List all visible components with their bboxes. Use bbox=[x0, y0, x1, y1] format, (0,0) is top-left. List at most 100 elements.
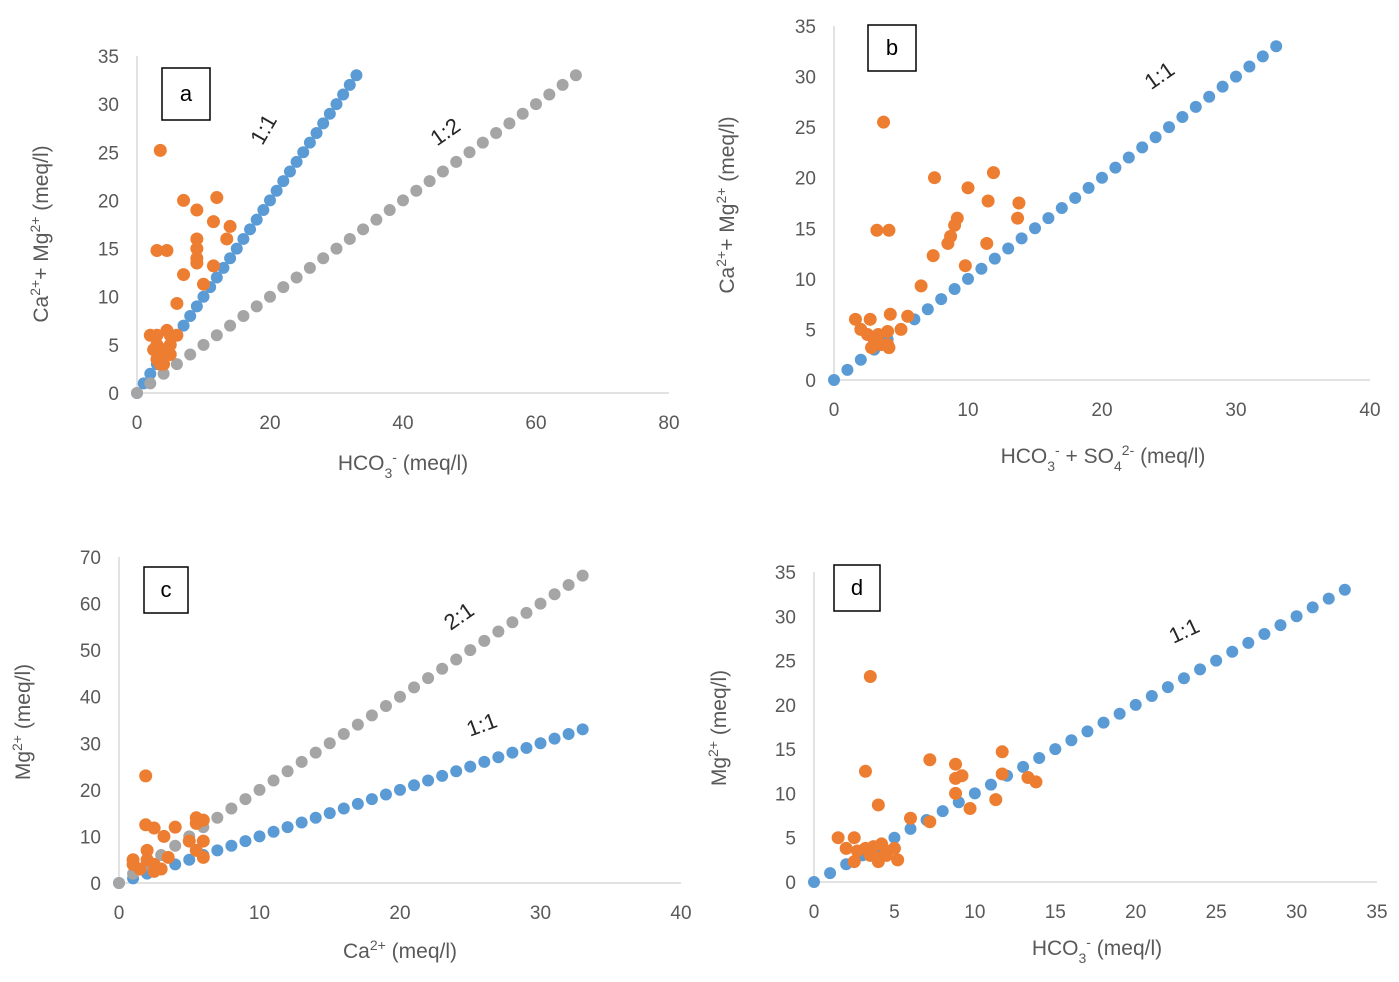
panel-d-ratio-1to1-point bbox=[808, 876, 820, 888]
panel-a-ratio-1to1-point bbox=[297, 146, 310, 159]
panel-a-letter: a bbox=[180, 81, 193, 106]
panel-c-ratio-1to1-point bbox=[323, 807, 336, 820]
panel-d-sample-point bbox=[839, 841, 853, 855]
panel-a-ratio-1to2-point bbox=[370, 213, 383, 226]
panel-c-y-tick-label: 60 bbox=[80, 595, 101, 616]
panel-a-y-tick-label: 25 bbox=[98, 143, 119, 164]
panel-b-ratio-1to1-point bbox=[1149, 131, 1162, 144]
panel-a-y-tick-label: 5 bbox=[108, 336, 119, 357]
panel-b-x-tick-label: 30 bbox=[1225, 400, 1246, 421]
panel-b-ratio-1to1-point bbox=[921, 303, 934, 316]
panel-d-letter: d bbox=[851, 575, 863, 600]
panel-a-ratio-1to1-point bbox=[144, 367, 157, 380]
panel-b-sample-point bbox=[981, 194, 995, 208]
panel-a-ratio-1to2-point bbox=[317, 252, 330, 265]
panel-c-ratio-1to1-point bbox=[183, 853, 196, 866]
panel-b-ratio-1to1-point bbox=[1189, 100, 1202, 113]
panel-d-y-tick-label: 0 bbox=[785, 873, 796, 894]
panel-a-ratio-1to2-point bbox=[543, 88, 556, 101]
panel-b-ratio-1to1-point bbox=[854, 353, 867, 366]
panel-c-y-tick-label: 40 bbox=[80, 688, 101, 709]
panel-d-ratio-1to1-point bbox=[1274, 619, 1287, 632]
panel-c-ratio-1to1-point bbox=[492, 751, 505, 764]
panel-a-y-tick-label: 35 bbox=[98, 47, 119, 68]
panel-b-y-tick-label: 0 bbox=[805, 371, 816, 392]
panel-d-y-tick-label: 15 bbox=[775, 740, 796, 761]
panel-c-ratio-2to1-point bbox=[394, 690, 406, 703]
panel-a-ratio-1to1-point bbox=[290, 155, 303, 168]
panel-b-y-axis-title: Ca2++ Mg2+ (meq/l) bbox=[713, 116, 739, 293]
panel-d-x-tick-label: 30 bbox=[1286, 902, 1307, 923]
panel-d-x-tick-label: 10 bbox=[964, 902, 985, 923]
panel-c-ratio-2to1-point bbox=[351, 718, 364, 731]
panel-c-ratio-2to1-point bbox=[422, 672, 435, 685]
panel-b-ratio-1to1-point bbox=[1163, 121, 1175, 134]
panel-c-ratio-1to1-point bbox=[309, 811, 322, 824]
panel-a-sample-point bbox=[177, 193, 191, 207]
panel-a-ratio-1to2-point bbox=[569, 69, 582, 82]
panel-c-x-axis-title: Ca2+ (meq/l) bbox=[343, 937, 457, 963]
panel-c-ratio-2to1-point bbox=[113, 877, 125, 889]
panel-a-sample-point bbox=[190, 242, 204, 256]
panel-a-ratio-1to2-point bbox=[423, 175, 436, 188]
panel-b-y-tick-label: 5 bbox=[805, 320, 816, 341]
panel-a-sample-point bbox=[170, 328, 184, 342]
panel-a-ratio-1to1-point bbox=[257, 204, 270, 217]
panel-c-ratio-1to1-point bbox=[464, 760, 477, 773]
panel-a-ratio-1to2-point bbox=[383, 204, 396, 217]
panel-a-ratio-1to2-point bbox=[264, 290, 276, 303]
panel-b-sample-point bbox=[928, 171, 941, 185]
panel-b-ratio-1to1-point bbox=[1203, 90, 1216, 103]
panel-b-ratio-1to1-point bbox=[841, 363, 854, 376]
panel-a-x-tick-label: 80 bbox=[658, 413, 679, 434]
panel-a-ratio-1to1-point bbox=[197, 290, 210, 303]
panel-a-ratio-1to2-point bbox=[530, 98, 542, 111]
panel-c-x-tick-label: 20 bbox=[389, 903, 410, 924]
panel-c-ratio-1to1-point bbox=[520, 741, 533, 754]
panel-c-ratio-2to1-point bbox=[506, 616, 519, 629]
panel-a-y-tick-label: 20 bbox=[98, 191, 119, 212]
panel-d-ratio-1to1-point bbox=[1113, 707, 1126, 720]
panel-b-sample-point bbox=[986, 166, 1000, 180]
panel-a-x-tick-label: 0 bbox=[132, 413, 143, 434]
panel-d-ratio-1to1-point bbox=[1338, 583, 1351, 596]
panel-a-ratio-1to1-point bbox=[237, 232, 250, 245]
panel-b-ratio-1to1-point bbox=[1256, 50, 1269, 63]
panel-b-sample-point bbox=[948, 218, 962, 232]
panel-b-ratio-1to1-point bbox=[1069, 191, 1082, 204]
panel-c-sample-point bbox=[157, 829, 171, 843]
panel-c-ratio-1to1-point bbox=[253, 830, 266, 843]
panel-d-ratio-1to1-point bbox=[1194, 663, 1207, 676]
panel-b-sample-point bbox=[877, 115, 891, 129]
panel-a-ratio-1to2-point bbox=[503, 117, 516, 130]
panel-c-y-tick-label: 30 bbox=[80, 734, 101, 755]
panel-b-ratio-1to1-point bbox=[1230, 70, 1242, 83]
panel-c-ratio-1to1-point bbox=[211, 844, 224, 857]
panel-c-ratio-1to1-point bbox=[562, 727, 575, 740]
panel-d-ratio-1to1-point bbox=[984, 778, 997, 791]
panel-b-sample-point bbox=[1012, 196, 1026, 210]
panel-b-ratio-1to1-point bbox=[1096, 171, 1108, 184]
panel-c-ratio-2to1-point bbox=[436, 662, 449, 675]
panel-d-y-tick-label: 30 bbox=[775, 607, 796, 628]
panel-a-sample-point bbox=[177, 268, 191, 282]
panel-d-sample-point bbox=[831, 831, 845, 845]
panel-a-ratio-1to2-point bbox=[410, 184, 423, 197]
panel-c-sample-point bbox=[182, 834, 196, 848]
panel-a-ratio-1to2-point bbox=[250, 300, 263, 313]
panel-c-ratio-1to1-point bbox=[548, 732, 561, 745]
panel-b-sample-point bbox=[941, 236, 955, 250]
panel-b-sample-point bbox=[914, 279, 928, 293]
panel-c-ratio-2to1-point bbox=[225, 802, 238, 815]
panel-c-ratio-2to1-point bbox=[239, 793, 252, 806]
panel-c-ratio-1to1-point bbox=[422, 774, 435, 787]
panel-c-ratio-1to1-point bbox=[351, 797, 364, 810]
panel-d-ratio-1to1-point bbox=[1177, 672, 1190, 685]
panel-a-y-tick-label: 30 bbox=[98, 95, 119, 116]
panel-b-sample-point bbox=[882, 223, 896, 237]
panel-a-x-tick-label: 40 bbox=[392, 413, 413, 434]
panel-b-x-tick-label: 10 bbox=[957, 400, 978, 421]
panel-c-ratio-2to1-point bbox=[281, 765, 294, 778]
panel-c-y-axis-title: Mg2+ (meq/l) bbox=[9, 664, 35, 780]
